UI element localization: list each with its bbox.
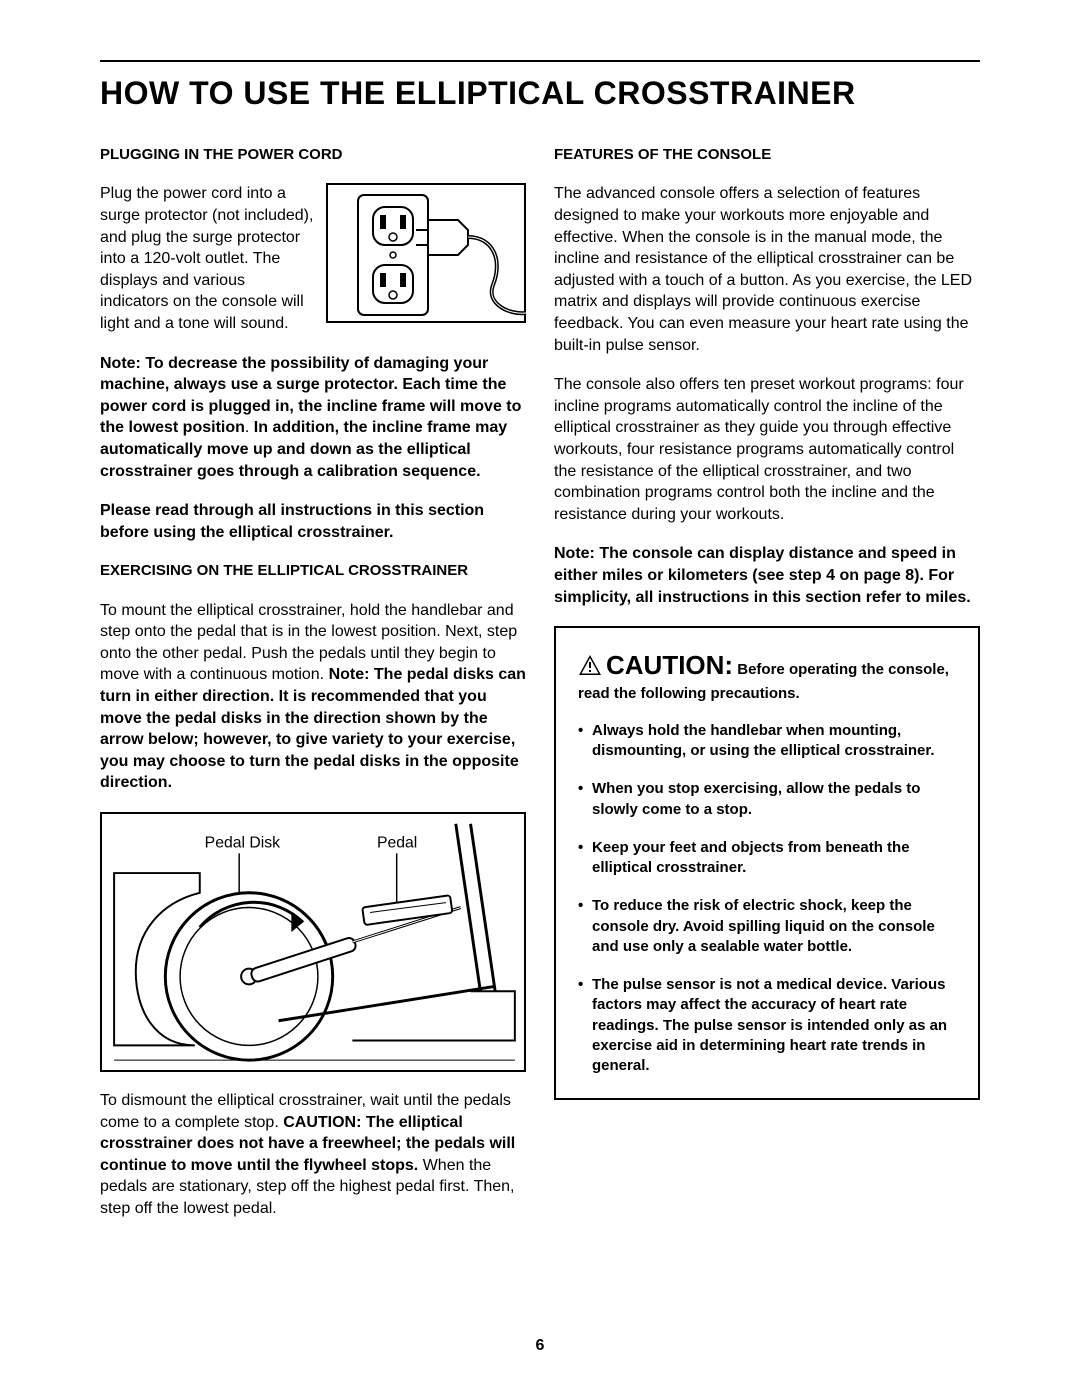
label-pedal-disk: Pedal Disk — [205, 834, 280, 851]
subhead-plugging: PLUGGING IN THE POWER CORD — [100, 145, 526, 165]
plug-row: Plug the power cord into a surge protect… — [100, 183, 526, 352]
features-p1: The advanced console offers a selection … — [554, 183, 980, 356]
caution-item: When you stop exercising, allow the peda… — [578, 779, 956, 820]
label-pedal: Pedal — [377, 834, 417, 851]
caution-heading: CAUTION: Before operating the console, r… — [578, 648, 956, 705]
caution-item: To reduce the risk of electric shock, ke… — [578, 896, 956, 957]
features-p2: The console also offers ten preset worko… — [554, 374, 980, 525]
warning-icon — [578, 654, 602, 683]
two-column-layout: PLUGGING IN THE POWER CORD Plug the powe… — [100, 145, 980, 1237]
top-rule — [100, 60, 980, 62]
caution-word: CAUTION: — [606, 650, 733, 680]
pedal-diagram: Pedal Disk Pedal — [100, 812, 526, 1072]
caution-item: Always hold the handlebar when mounting,… — [578, 721, 956, 762]
caution-list: Always hold the handlebar when mounting,… — [578, 721, 956, 1077]
dismount-paragraph: To dismount the elliptical crosstrainer,… — [100, 1090, 526, 1220]
plug-text: Plug the power cord into a surge protect… — [100, 183, 316, 334]
surge-note-plain: . — [245, 419, 254, 436]
left-column: PLUGGING IN THE POWER CORD Plug the powe… — [100, 145, 526, 1237]
mount-paragraph: To mount the elliptical crosstrainer, ho… — [100, 600, 526, 794]
surge-note: Note: To decrease the possibility of dam… — [100, 353, 526, 483]
outlet-illustration — [326, 183, 526, 323]
subhead-exercising: EXERCISING ON THE ELLIPTICAL CROSSTRAINE… — [100, 561, 526, 581]
read-instructions: Please read through all instructions in … — [100, 500, 526, 543]
page-title: HOW TO USE THE ELLIPTICAL CROSSTRAINER — [100, 72, 980, 115]
page-number: 6 — [0, 1335, 1080, 1357]
mount-bold: Note: The pedal disks can turn in either… — [100, 666, 526, 791]
caution-box: CAUTION: Before operating the console, r… — [554, 626, 980, 1100]
features-note: Note: The console can display distance a… — [554, 543, 980, 608]
caution-item: The pulse sensor is not a medical device… — [578, 975, 956, 1076]
subhead-features: FEATURES OF THE CONSOLE — [554, 145, 980, 165]
right-column: FEATURES OF THE CONSOLE The advanced con… — [554, 145, 980, 1237]
caution-item: Keep your feet and objects from beneath … — [578, 838, 956, 879]
